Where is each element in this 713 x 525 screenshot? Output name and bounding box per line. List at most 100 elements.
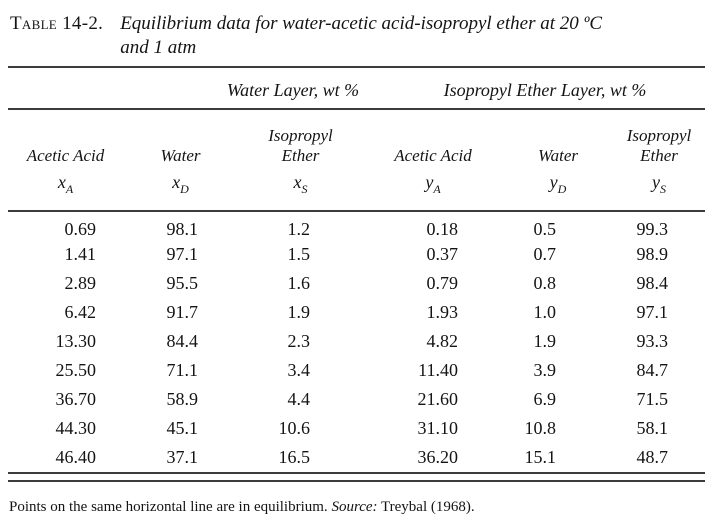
table-row: 6.42 91.7 1.9 1.93 1.0 97.1 [8, 298, 705, 327]
var-subscript: A [433, 181, 441, 196]
cell: 0.79 [426, 273, 459, 293]
col-header-line2: Water [538, 145, 578, 165]
col-header-isopropyl-ether-x: Isopropyl Ether [238, 110, 363, 166]
cell: 2.89 [64, 273, 97, 293]
col-header-water-y: Water [503, 110, 613, 166]
col-header-line2: Water [160, 145, 201, 165]
cell: 21.60 [417, 389, 459, 409]
cell: 31.10 [417, 418, 459, 438]
cell: 44.30 [55, 418, 97, 438]
cell: 1.93 [426, 302, 459, 322]
cell: 37.1 [166, 447, 199, 467]
cell: 84.4 [166, 331, 199, 351]
table-footnote: Points on the same horizontal line are i… [8, 498, 705, 516]
var-symbol: x [57, 171, 66, 192]
cell: 91.7 [166, 302, 199, 322]
cell: 84.7 [636, 360, 669, 380]
table-row: 13.30 84.4 2.3 4.82 1.9 93.3 [8, 327, 705, 356]
cell: 1.0 [533, 302, 557, 322]
var-yS: yS [613, 166, 705, 212]
var-symbol: y [425, 171, 434, 192]
table-header: Acetic Acid Water Isopropyl Ether Acetic … [8, 110, 705, 212]
cell: 6.9 [533, 389, 557, 409]
cell: 3.4 [287, 360, 311, 380]
cell: 71.5 [636, 389, 669, 409]
col-header-acetic-acid-y: Acetic Acid [363, 110, 503, 166]
var-subscript: A [65, 181, 74, 196]
table-row: 25.50 71.1 3.4 11.40 3.9 84.7 [8, 356, 705, 385]
footnote-source-text: Treybal (1968). [377, 499, 475, 515]
cell: 6.42 [64, 302, 97, 322]
rule-under-group-headers [8, 108, 705, 110]
col-header-line1: Isopropyl [268, 125, 333, 145]
cell: 1.5 [287, 244, 311, 264]
rule-under-caption [8, 66, 705, 68]
rule-bottom-double [8, 472, 705, 482]
cell: 4.82 [426, 331, 459, 351]
cell: 13.30 [55, 331, 97, 351]
col-header-water-x: Water [123, 110, 238, 166]
var-xA: xA [8, 166, 123, 212]
footnote-source-label: Source: [331, 499, 378, 515]
table-title-line1: Equilibrium data for water-acetic acid-i… [120, 13, 603, 34]
cell: 1.9 [533, 331, 557, 351]
cell: 0.5 [533, 219, 557, 239]
col-header-acetic-acid-x: Acetic Acid [8, 110, 123, 166]
table-row: 44.30 45.1 10.6 31.10 10.8 58.1 [8, 414, 705, 443]
cell: 1.2 [287, 219, 311, 239]
var-symbol: x [172, 171, 181, 192]
var-subscript: S [660, 181, 666, 196]
table-title-line2: and 1 atm [120, 36, 197, 58]
cell: 1.6 [287, 273, 311, 293]
table-row: 46.40 37.1 16.5 36.20 15.1 48.7 [8, 443, 705, 472]
cell: 10.8 [524, 418, 557, 438]
var-subscript: S [301, 181, 308, 196]
cell: 3.9 [533, 360, 557, 380]
column-name-row: Acetic Acid Water Isopropyl Ether Acetic … [8, 110, 705, 166]
cell: 0.37 [426, 244, 459, 264]
var-xS: xS [238, 166, 363, 212]
table-number: Table 14-2. [10, 13, 104, 34]
var-yD: yD [503, 166, 613, 212]
var-yA: yA [363, 166, 503, 212]
table-row: 2.89 95.5 1.6 0.79 0.8 98.4 [8, 269, 705, 298]
cell: 11.40 [418, 360, 458, 380]
cell: 0.18 [426, 219, 459, 239]
table-row: 1.41 97.1 1.5 0.37 0.7 98.9 [8, 240, 705, 269]
footnote-text: Points on the same horizontal line are i… [9, 499, 332, 515]
cell: 10.6 [278, 418, 311, 438]
col-header-isopropyl-ether-y: Isopropyl Ether [613, 110, 705, 166]
cell: 98.4 [636, 273, 669, 293]
equilibrium-data-table: Acetic Acid Water Isopropyl Ether Acetic … [8, 110, 705, 472]
cell: 48.7 [636, 447, 669, 467]
cell: 1.41 [64, 244, 97, 264]
cell: 98.1 [166, 219, 199, 239]
table-title: Equilibrium data for water-acetic acid-i… [120, 12, 602, 60]
cell: 93.3 [636, 331, 669, 351]
col-header-line2: Acetic Acid [26, 145, 105, 165]
cell: 36.70 [55, 389, 97, 409]
col-header-line2: Ether [281, 145, 320, 165]
cell: 97.1 [166, 244, 199, 264]
cell: 0.7 [533, 244, 557, 264]
table-body: 0.69 98.1 1.2 0.18 0.5 99.3 1.41 97.1 1.… [8, 211, 705, 472]
table-caption: Table 14-2. Equilibrium data for water-a… [8, 12, 705, 60]
cell: 36.20 [417, 447, 459, 467]
var-symbol: y [652, 171, 660, 192]
cell: 4.4 [287, 389, 311, 409]
cell: 71.1 [166, 360, 199, 380]
col-header-line2: Acetic Acid [394, 145, 472, 165]
cell: 98.9 [636, 244, 669, 264]
table-row: 36.70 58.9 4.4 21.60 6.9 71.5 [8, 385, 705, 414]
var-symbol: x [293, 171, 302, 192]
group-header-water-layer: Water Layer, wt % [226, 80, 360, 100]
cell: 0.8 [533, 273, 557, 293]
col-header-line2: Ether [640, 145, 678, 165]
layer-group-header-row: Water Layer, wt % Isopropyl Ether Layer,… [8, 68, 705, 108]
cell: 95.5 [166, 273, 199, 293]
cell: 16.5 [278, 447, 311, 467]
cell: 58.9 [166, 389, 199, 409]
cell: 2.3 [287, 331, 311, 351]
cell: 15.1 [524, 447, 557, 467]
column-variable-row: xA xD xS yA yD yS [8, 166, 705, 212]
